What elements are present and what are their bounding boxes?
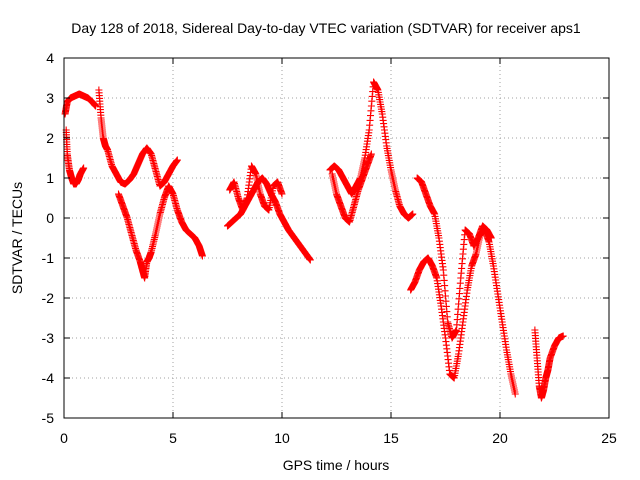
data-point [306, 256, 314, 264]
grid-lines [64, 58, 609, 418]
series-arc-10 [531, 326, 567, 402]
y-tick-label: 1 [46, 170, 54, 186]
series-arc-3 [115, 182, 206, 282]
y-tick-label: -4 [42, 370, 55, 386]
data-point [409, 210, 417, 218]
y-axis-label: SDTVAR / TECUs [9, 182, 25, 294]
x-tick-label: 25 [601, 430, 617, 446]
y-tick-label: -2 [42, 290, 55, 306]
y-tick-label: 3 [46, 90, 54, 106]
x-axis-label: GPS time / hours [283, 457, 390, 473]
data-point [92, 102, 100, 110]
series-arc-2 [95, 86, 181, 190]
y-tick-label: -5 [42, 410, 55, 426]
y-tick-label: -1 [42, 250, 55, 266]
plot-frame [63, 57, 610, 419]
y-tick-label: 0 [46, 210, 54, 226]
data-point [173, 156, 181, 164]
y-tick-label: 2 [46, 130, 54, 146]
series-arc-4 [224, 174, 314, 264]
series-arc-5 [226, 162, 286, 214]
x-tick-label: 0 [60, 430, 68, 446]
data-point [278, 190, 286, 198]
y-tick-label: 4 [46, 50, 54, 66]
series-arc-1a [61, 90, 100, 118]
data-point [80, 164, 88, 172]
x-tick-label: 10 [274, 430, 290, 446]
x-tick-label: 20 [492, 430, 508, 446]
data-point [487, 234, 495, 242]
data-point [367, 150, 375, 158]
chart-title: Day 128 of 2018, Sidereal Day-to-day VTE… [71, 20, 581, 36]
series-arc-6 [326, 78, 417, 222]
data-point [511, 390, 519, 398]
series-arc-9 [413, 174, 495, 342]
x-tick-label: 5 [169, 430, 177, 446]
x-tick-labels: 0 5 10 15 20 25 [60, 430, 617, 446]
data-point [198, 252, 206, 260]
series-arc-7 [328, 150, 375, 226]
data-points [61, 78, 567, 402]
y-tick-label: -3 [42, 330, 55, 346]
series-arc-1b [62, 126, 88, 188]
y-tick-labels: -5 -4 -3 -2 -1 0 1 2 3 4 [42, 50, 55, 426]
tick-marks [63, 57, 610, 419]
x-tick-label: 15 [383, 430, 399, 446]
data-point [559, 332, 567, 340]
